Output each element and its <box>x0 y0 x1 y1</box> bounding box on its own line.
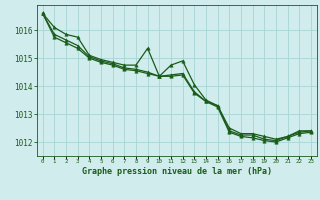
X-axis label: Graphe pression niveau de la mer (hPa): Graphe pression niveau de la mer (hPa) <box>82 167 272 176</box>
